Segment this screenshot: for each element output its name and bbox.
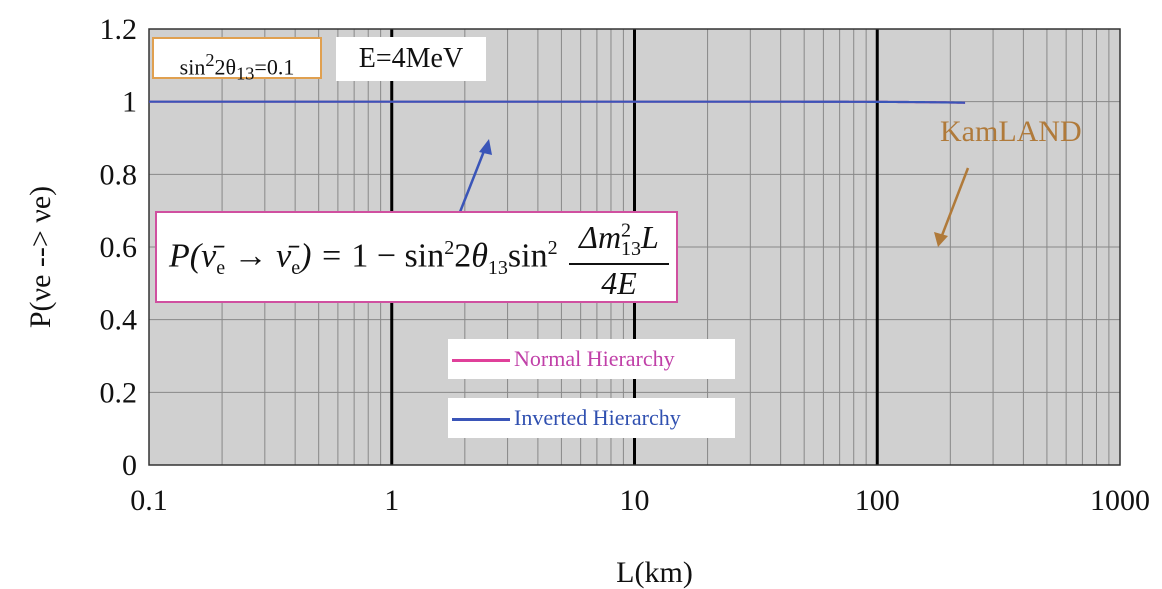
legend-normal-swatch (452, 359, 510, 363)
y-tick-label: 0 (122, 449, 137, 482)
formula-lhs: P(ν̄e → ν̄e) = 1 − sin22θ13sin2 (169, 237, 558, 280)
x-axis-label: L(km) (616, 556, 693, 589)
x-tick-label: 1000 (1090, 484, 1150, 517)
energy-box: E=4MeV (336, 37, 486, 81)
legend-normal-label: Normal Hierarchy (514, 346, 675, 371)
formula-denominator: 4E (601, 265, 637, 302)
theta-sup: 2 (205, 50, 215, 70)
legend-inverted-swatch (452, 418, 510, 422)
y-tick-label: 0.4 (100, 304, 138, 337)
mixing-angle-box: sin22θ13=0.1 (152, 37, 322, 84)
legend-inverted: Inverted Hierarchy (448, 398, 735, 438)
y-tick-label: 1 (122, 86, 137, 119)
formula-p: P (169, 237, 190, 275)
kamland-label: KamLAND (940, 115, 1082, 148)
y-axis-label: P(νe --> νe) (24, 186, 57, 328)
theta-value: =0.1 (254, 54, 295, 80)
formula-numerator: Δm213L (569, 219, 669, 266)
theta-prefix: sin (179, 54, 206, 80)
y-tick-label: 1.2 (100, 13, 138, 46)
formula-fraction: Δm213L 4E (569, 219, 669, 302)
legend-inverted-label: Inverted Hierarchy (514, 405, 681, 430)
formula-arrow (458, 145, 488, 213)
legend-normal: Normal Hierarchy (448, 339, 735, 379)
formula-box: P(ν̄e → ν̄e) = 1 − sin22θ13sin2 Δm213L 4… (155, 211, 678, 303)
kamland-arrow (939, 167, 970, 239)
theta-mid: 2θ (214, 54, 237, 80)
x-tick-label: 1 (384, 484, 399, 517)
energy-label: E=4MeV (358, 43, 464, 74)
x-tick-label: 0.1 (130, 484, 168, 517)
y-tick-label: 0.2 (100, 376, 138, 409)
plot-border (148, 28, 1121, 466)
series-line-inverted (149, 100, 966, 104)
x-tick-label: 100 (855, 484, 900, 517)
y-tick-label: 0.6 (100, 231, 138, 264)
kamland-arrow-head (934, 232, 948, 247)
formula-arrow-head (479, 139, 492, 155)
x-tick-label: 10 (620, 484, 650, 517)
theta-sub: 13 (236, 63, 255, 84)
y-tick-label: 0.8 (100, 158, 138, 191)
